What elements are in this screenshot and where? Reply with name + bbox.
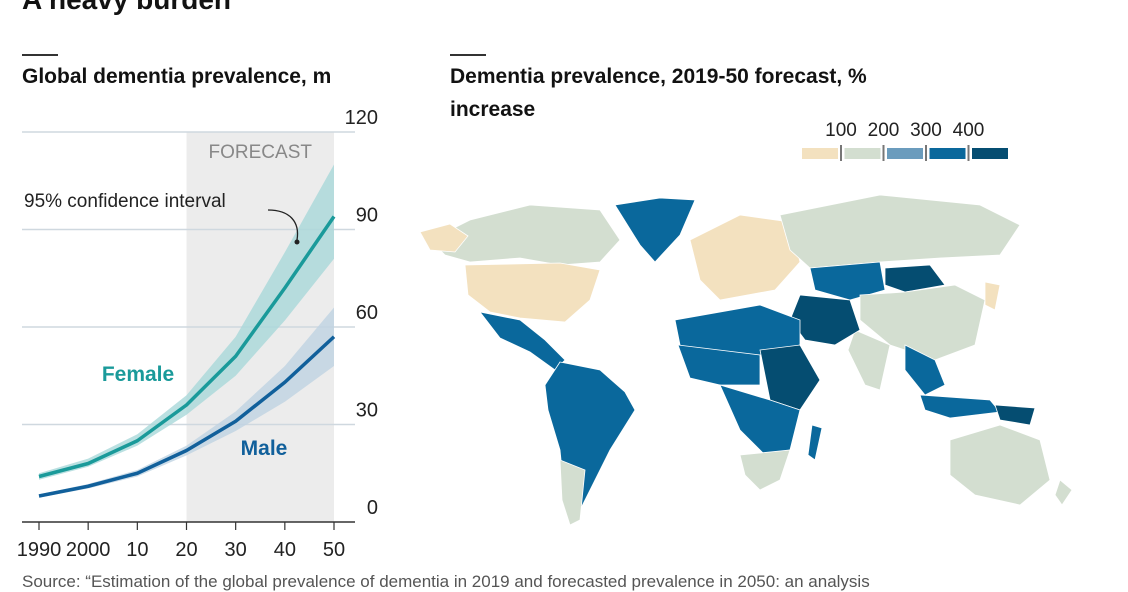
confidence-band-female xyxy=(39,164,334,480)
country-region-indonesia xyxy=(919,394,1001,419)
map-title: Dementia prevalence, 2019-50 forecast, %… xyxy=(450,54,920,126)
country-region-usa xyxy=(464,262,601,323)
x-tick-label: 30 xyxy=(225,539,247,561)
series-label-female: Female xyxy=(102,363,174,386)
legend-swatch xyxy=(929,148,966,159)
x-tick-label: 10 xyxy=(126,539,148,561)
country-region-southern-africa xyxy=(739,449,791,491)
source-note: Source: “Estimation of the global preval… xyxy=(22,572,870,591)
country-region-mongolia xyxy=(884,264,946,293)
country-region-japan xyxy=(984,281,1001,311)
x-tick-label: 50 xyxy=(323,539,345,561)
x-tick-label: 40 xyxy=(274,539,296,561)
y-tick-label: 60 xyxy=(356,302,378,324)
country-region-australia xyxy=(949,424,1051,506)
line-chart-title: Global dementia prevalence, m xyxy=(22,54,331,93)
legend-swatch xyxy=(802,148,838,159)
legend-swatch xyxy=(887,148,923,159)
country-region-west-africa xyxy=(677,344,761,386)
y-tick-label: 90 xyxy=(356,205,378,227)
forecast-label: FORECAST xyxy=(209,142,313,163)
legend-swatch xyxy=(844,148,881,159)
annotation-label: 95% confidence interval xyxy=(24,191,226,212)
x-tick-label: 20 xyxy=(175,539,197,561)
annotation-dot xyxy=(294,239,300,245)
page-title: A heavy burden xyxy=(22,0,231,16)
country-region-new-zealand xyxy=(1054,479,1073,506)
country-region-china xyxy=(859,284,986,361)
x-tick-label: 1990 xyxy=(17,539,62,561)
country-region-india xyxy=(847,329,891,391)
y-tick-label: 120 xyxy=(345,107,378,129)
country-region-south-america xyxy=(544,361,636,521)
series-line-male xyxy=(38,335,336,498)
legend-label: 400 xyxy=(953,120,985,141)
series-line-female xyxy=(38,215,336,479)
country-region-russia xyxy=(779,194,1021,269)
country-region-middle-east xyxy=(789,294,861,346)
country-region-alaska xyxy=(419,223,469,253)
line-chart: FORECAST 0 30 60 90 120 1990 2000 10 20 30 40 50 Fema… xyxy=(17,107,378,561)
country-region-east-africa xyxy=(759,344,821,411)
country-region-south-america-south xyxy=(559,459,586,526)
legend-swatch xyxy=(972,148,1008,159)
y-tick-label: 0 xyxy=(367,497,378,519)
country-region-greenland xyxy=(614,197,696,263)
country-region-europe xyxy=(689,214,801,301)
y-tick-label: 30 xyxy=(356,400,378,422)
series-label-male: Male xyxy=(241,437,288,460)
legend-label: 200 xyxy=(868,120,900,141)
annotation-pointer xyxy=(267,209,299,241)
country-region-southeast-asia xyxy=(904,344,946,396)
legend-label: 100 xyxy=(825,120,857,141)
x-tick-label: 2000 xyxy=(66,539,111,561)
confidence-band-male xyxy=(39,307,334,498)
legend-label: 300 xyxy=(910,120,942,141)
country-region-papua xyxy=(994,404,1036,426)
country-region-north-america-north xyxy=(429,204,621,266)
country-region-madagascar xyxy=(807,424,823,461)
